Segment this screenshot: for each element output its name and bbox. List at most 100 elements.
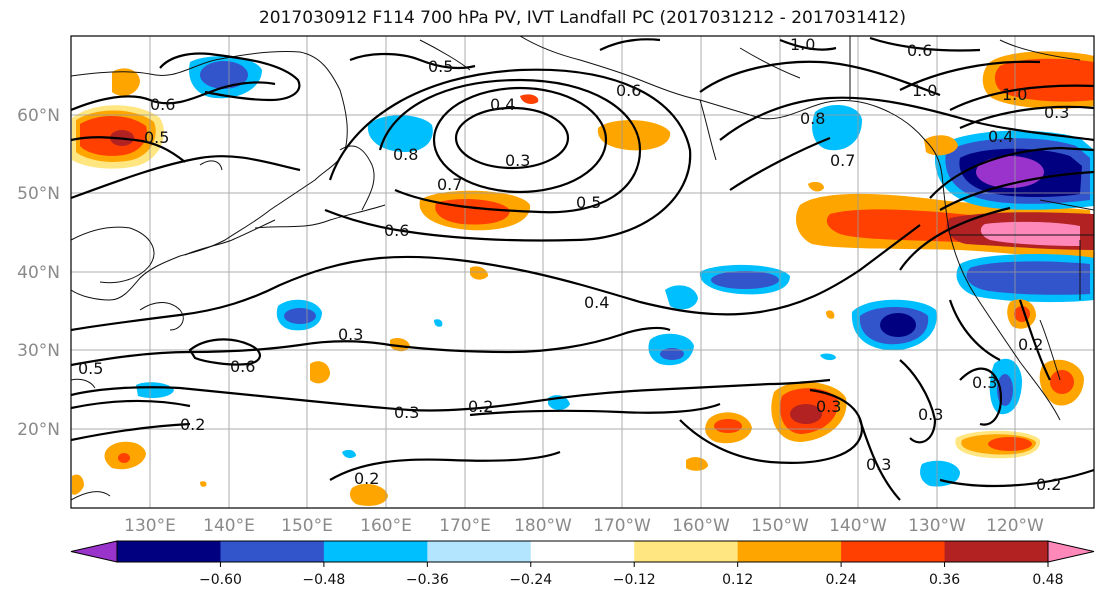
coastline xyxy=(999,39,1081,61)
coastline xyxy=(699,99,717,161)
contour-label: 0.2 xyxy=(1036,475,1061,494)
pv-contour xyxy=(71,136,186,163)
contour-label: 0.4 xyxy=(988,127,1013,146)
pv-contours xyxy=(71,36,1094,501)
pv-contour xyxy=(779,38,837,51)
contour-label: 0.5 xyxy=(144,128,169,147)
coastline xyxy=(339,145,375,211)
coastline xyxy=(139,302,184,331)
pv-contour xyxy=(329,450,561,481)
lon-label: 130°W xyxy=(908,516,966,536)
shade-blob xyxy=(310,361,330,384)
colorbar-segment xyxy=(220,541,325,562)
colorbar-tick-label: −0.24 xyxy=(509,572,552,588)
coastline xyxy=(71,51,348,301)
coastlines xyxy=(71,36,1094,501)
shade-blob xyxy=(924,135,958,156)
colorbar-tick-label: −0.60 xyxy=(199,572,242,588)
pv-contour xyxy=(869,36,981,52)
shade-blob xyxy=(820,353,836,361)
colorbar-tick-label: −0.36 xyxy=(406,572,449,588)
pv-contour xyxy=(71,422,191,442)
longitude-labels: 130°E 140°E 150°E 160°E 170°E 180°W 170°… xyxy=(124,516,1044,536)
lat-label: 30°N xyxy=(17,341,60,361)
shade-blob xyxy=(994,58,1094,102)
contour-label: 0.6 xyxy=(230,357,255,376)
contour-label: 0.2 xyxy=(354,469,379,488)
contour-label: 1.0 xyxy=(1002,85,1027,104)
figure-title: 2017030912 F114 700 hPa PV, IVT Landfall… xyxy=(258,8,906,28)
coastline xyxy=(1039,319,1061,381)
contour-label: 0.3 xyxy=(918,405,943,424)
pv-contour xyxy=(599,38,661,51)
shade-blob xyxy=(880,313,916,337)
lon-label: 120°W xyxy=(986,516,1044,536)
pv-contour xyxy=(939,170,1094,211)
contour-label: 0.3 xyxy=(1044,103,1069,122)
latitude-labels: 60°N 50°N 40°N 30°N 20°N xyxy=(17,106,60,440)
lat-label: 40°N xyxy=(17,263,60,283)
lat-label: 20°N xyxy=(17,420,60,440)
shade-blob xyxy=(200,481,207,487)
shade-blob xyxy=(966,261,1090,295)
colorbar-ticks xyxy=(219,562,1049,567)
lon-label: 170°E xyxy=(439,516,491,536)
contour-label: 0.8 xyxy=(800,109,825,128)
contour-label: 0.2 xyxy=(1018,335,1043,354)
shade-blob xyxy=(808,181,824,192)
pv-contour xyxy=(71,81,276,112)
contour-label: 0.6 xyxy=(616,81,641,100)
contour-label: 0.4 xyxy=(584,293,609,312)
coastline xyxy=(71,226,155,284)
lon-label: 150°E xyxy=(281,516,333,536)
shade-blob xyxy=(988,437,1032,451)
colorbar-tick-label: 0.24 xyxy=(826,572,857,588)
contour-label: 0.4 xyxy=(490,95,515,114)
lon-label: 150°W xyxy=(751,516,809,536)
contour-label: 0.6 xyxy=(384,221,409,240)
contour-label: 0.2 xyxy=(468,397,493,416)
shade-blob xyxy=(686,457,708,471)
lon-label: 160°W xyxy=(672,516,730,536)
pc-shading xyxy=(72,51,1094,506)
shade-blob xyxy=(665,285,698,310)
pv-contour xyxy=(948,299,1001,361)
shade-blob xyxy=(342,449,356,459)
colorbar-tick-label: −0.48 xyxy=(302,572,345,588)
colorbar-segment xyxy=(737,541,842,562)
shade-blob xyxy=(597,120,671,151)
colorbar-extend-min xyxy=(70,540,118,563)
map-panel: 0.5 0.6 0.5 0.6 0.4 0.3 0.5 0.7 0.6 0.8 … xyxy=(17,35,1095,536)
pv-contour xyxy=(71,224,921,332)
colorbar-segment xyxy=(427,541,532,562)
contour-label: 0.8 xyxy=(393,145,418,164)
lon-label: 140°E xyxy=(203,516,255,536)
contour-label: 0.6 xyxy=(150,95,175,114)
shade-blob xyxy=(711,271,779,289)
shade-blob xyxy=(470,266,488,280)
coastline xyxy=(71,491,111,501)
colorbar-tick-label: −0.12 xyxy=(613,572,656,588)
contour-label: 0.3 xyxy=(866,455,891,474)
pv-contour xyxy=(949,84,1094,111)
colorbar-frame xyxy=(116,540,1049,563)
pv-contour xyxy=(719,96,1094,142)
pv-contour xyxy=(1018,299,1051,381)
colorbar-tick-label: 0.48 xyxy=(1032,572,1063,588)
contour-label: 1.0 xyxy=(790,35,815,54)
shade-blob xyxy=(920,460,960,487)
shade-blob xyxy=(349,483,388,506)
pv-contour xyxy=(324,68,692,242)
contour-label: 0.7 xyxy=(437,175,462,194)
shade-blob xyxy=(200,61,248,89)
map-frame xyxy=(70,35,1095,509)
lon-label: 140°W xyxy=(829,516,887,536)
contour-label: 0.2 xyxy=(180,415,205,434)
pv-contour xyxy=(71,399,191,410)
colorbar-segment xyxy=(530,541,635,562)
shade-blob xyxy=(118,453,130,463)
shade-blob xyxy=(826,310,835,319)
coastline xyxy=(199,160,223,171)
contour-label: 0.3 xyxy=(338,325,363,344)
pv-contour xyxy=(899,359,937,444)
